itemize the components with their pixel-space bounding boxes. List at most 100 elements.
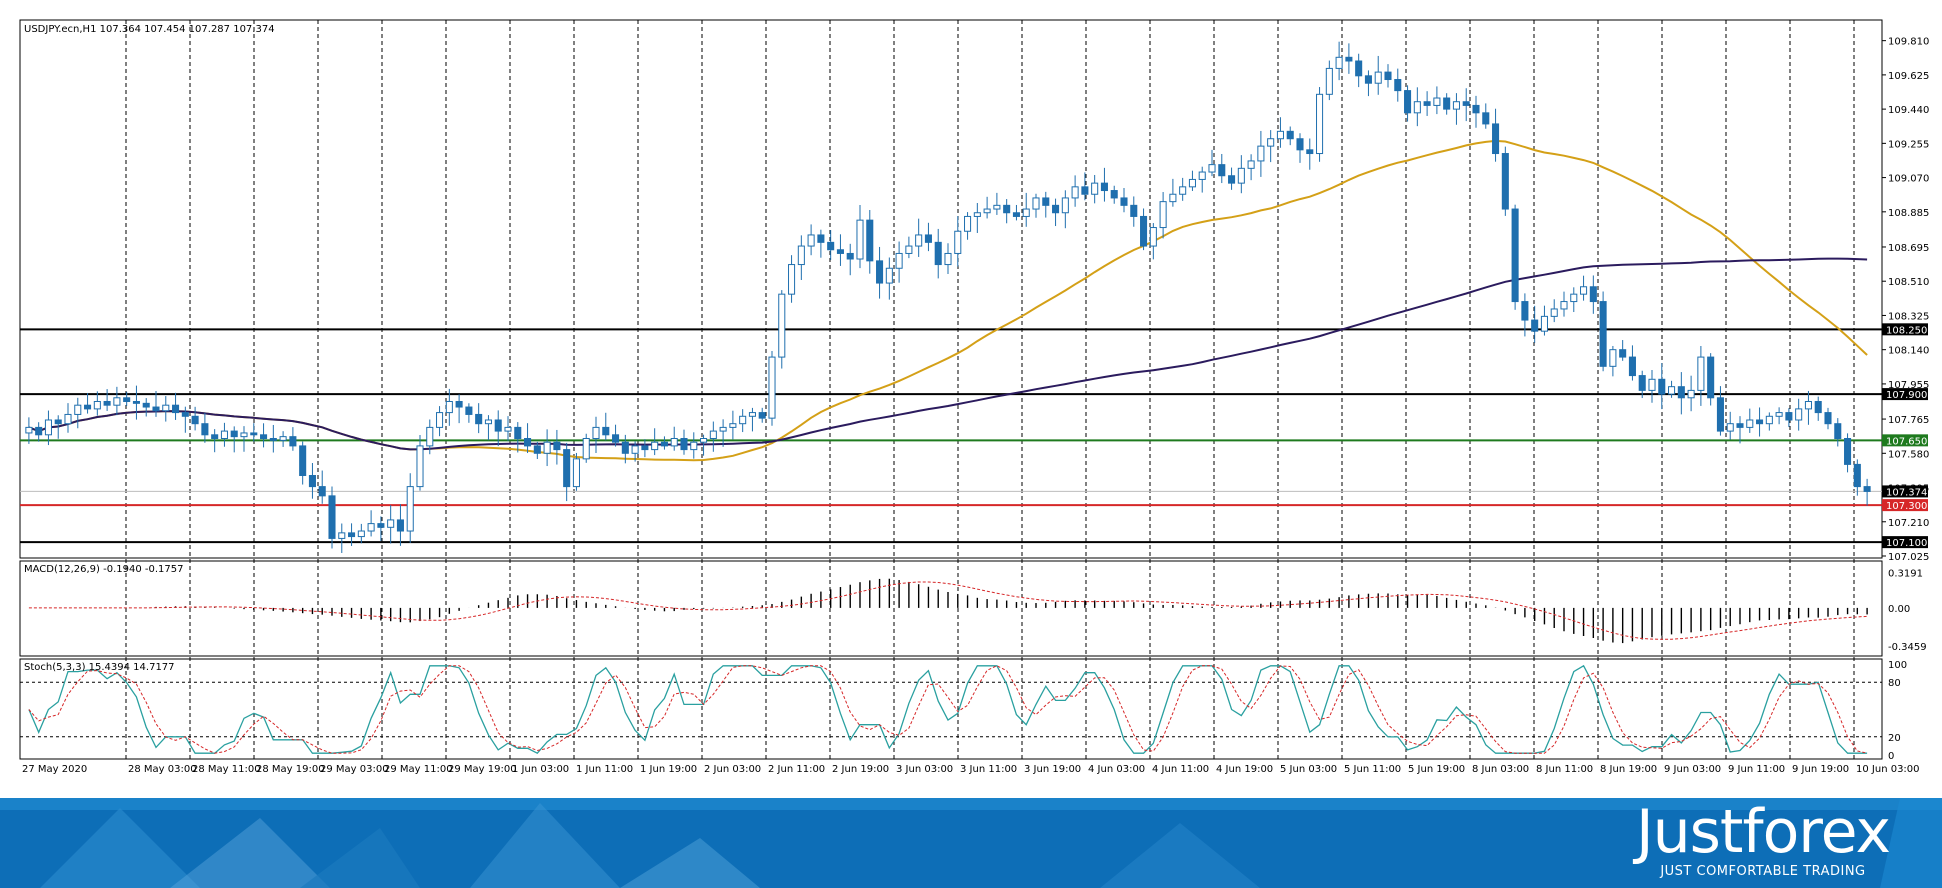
brand-tagline: JUST COMFORTABLE TRADING bbox=[1660, 864, 1866, 879]
candle-bear bbox=[533, 445, 541, 454]
level-tag bbox=[1882, 388, 1928, 401]
y-tick-label: 109.255 bbox=[1888, 139, 1929, 150]
y-tick-label: 109.440 bbox=[1888, 105, 1929, 116]
level-tag bbox=[1882, 323, 1928, 336]
candle-bull bbox=[74, 404, 82, 415]
x-tick-label: 8 Jun 19:00 bbox=[1600, 764, 1657, 775]
candle-bear bbox=[1286, 130, 1294, 140]
candle-bull bbox=[504, 426, 512, 432]
candle-bear bbox=[1677, 386, 1685, 399]
candle-bear bbox=[348, 532, 356, 538]
y-tick-label: 108.885 bbox=[1888, 208, 1929, 219]
candle-bull bbox=[387, 519, 395, 528]
candle-bear bbox=[1355, 60, 1363, 77]
y-tick-label: 107.210 bbox=[1888, 518, 1929, 529]
x-tick-label: 29 May 19:00 bbox=[448, 764, 517, 775]
x-tick-label: 28 May 03:00 bbox=[128, 764, 197, 775]
candle-bull bbox=[484, 419, 492, 425]
candle-bull bbox=[1198, 171, 1206, 180]
candle-bear bbox=[1140, 215, 1148, 247]
candle-bull bbox=[1247, 160, 1255, 169]
x-tick-label: 3 Jun 11:00 bbox=[960, 764, 1017, 775]
candle-bear bbox=[1599, 301, 1607, 367]
candle-bear bbox=[1423, 101, 1431, 106]
candle-bear bbox=[1110, 190, 1118, 199]
candle-bear bbox=[1501, 153, 1509, 210]
candle-bull bbox=[1609, 349, 1617, 367]
candle-bull bbox=[690, 441, 698, 451]
ma-slow-line bbox=[28, 257, 1868, 451]
x-tick-label: 9 Jun 19:00 bbox=[1792, 764, 1849, 775]
candle-bear bbox=[35, 426, 43, 436]
candle-bull bbox=[1687, 389, 1695, 399]
candle-bear bbox=[1120, 197, 1128, 206]
candle-bear bbox=[152, 406, 160, 412]
candle-bear bbox=[269, 437, 277, 441]
candle-bull bbox=[905, 245, 913, 254]
candle-bull bbox=[162, 404, 170, 412]
candle-bear bbox=[660, 441, 668, 447]
x-tick-label: 4 Jun 03:00 bbox=[1088, 764, 1145, 775]
candle-bull bbox=[700, 437, 708, 443]
banner-background bbox=[0, 798, 1942, 888]
candle-bull bbox=[895, 252, 903, 269]
candle-bear bbox=[1736, 423, 1744, 428]
level-tag-label: 107.900 bbox=[1886, 390, 1927, 401]
candle-bull bbox=[113, 397, 121, 406]
candle-bull bbox=[651, 441, 659, 451]
x-tick-label: 29 May 03:00 bbox=[320, 764, 389, 775]
x-tick-label: 5 Jun 03:00 bbox=[1280, 764, 1337, 775]
level-tag-label: 107.300 bbox=[1886, 501, 1927, 512]
candle-bull bbox=[1071, 186, 1079, 199]
brand-logo: Justforex JUST COMFORTABLE TRADING bbox=[1635, 797, 1891, 879]
candle-bear bbox=[1345, 56, 1353, 62]
x-tick-label: 5 Jun 19:00 bbox=[1408, 764, 1465, 775]
candle-bear bbox=[612, 434, 620, 443]
candle-bear bbox=[318, 486, 326, 497]
candle-bear bbox=[328, 495, 336, 539]
stoch-y-label: 20 bbox=[1888, 733, 1901, 744]
stoch-y-label: 0 bbox=[1888, 751, 1894, 762]
candle-bull bbox=[1765, 415, 1773, 425]
candle-bull bbox=[1795, 408, 1803, 421]
candle-bull bbox=[240, 432, 248, 438]
candle-bull bbox=[436, 412, 444, 428]
chart-title: USDJPY.ecn,H1 107.364 107.454 107.287 10… bbox=[24, 24, 275, 35]
candle-bull bbox=[915, 234, 923, 247]
y-tick-label: 107.580 bbox=[1888, 449, 1929, 460]
candle-bear bbox=[602, 426, 610, 436]
candle-bear bbox=[1589, 286, 1597, 303]
y-tick-label: 108.140 bbox=[1888, 346, 1929, 357]
candle-bull bbox=[1276, 130, 1284, 140]
candle-bear bbox=[1531, 319, 1539, 332]
candle-bear bbox=[1492, 123, 1500, 155]
candle-bull bbox=[1540, 315, 1548, 332]
x-tick-label: 28 May 19:00 bbox=[256, 764, 325, 775]
candle-bull bbox=[1746, 419, 1754, 428]
x-tick-label: 10 Jun 03:00 bbox=[1856, 764, 1920, 775]
y-tick-label: 108.695 bbox=[1888, 243, 1929, 254]
candle-bear bbox=[1384, 71, 1392, 81]
candle-bear bbox=[924, 234, 932, 243]
candles bbox=[25, 41, 1871, 553]
candle-bear bbox=[876, 260, 884, 284]
y-tick-label: 107.025 bbox=[1888, 552, 1929, 563]
candle-bear bbox=[230, 430, 238, 438]
candle-bull bbox=[1452, 101, 1460, 110]
candle-bear bbox=[514, 426, 522, 439]
candle-bull bbox=[426, 426, 434, 447]
price-pane-frame bbox=[19, 19, 1883, 559]
candle-bull bbox=[1061, 197, 1069, 214]
candle-bear bbox=[377, 523, 385, 528]
candle-bull bbox=[1159, 201, 1167, 229]
brand-name: Justforex bbox=[1635, 797, 1891, 867]
y-tick-label: 109.625 bbox=[1888, 71, 1929, 82]
candle-bull bbox=[543, 441, 551, 454]
candle-bear bbox=[1619, 349, 1627, 358]
candle-bear bbox=[1814, 400, 1822, 414]
candle-bull bbox=[1257, 145, 1265, 162]
candle-bull bbox=[993, 204, 1001, 210]
x-tick-label: 5 Jun 11:00 bbox=[1344, 764, 1401, 775]
